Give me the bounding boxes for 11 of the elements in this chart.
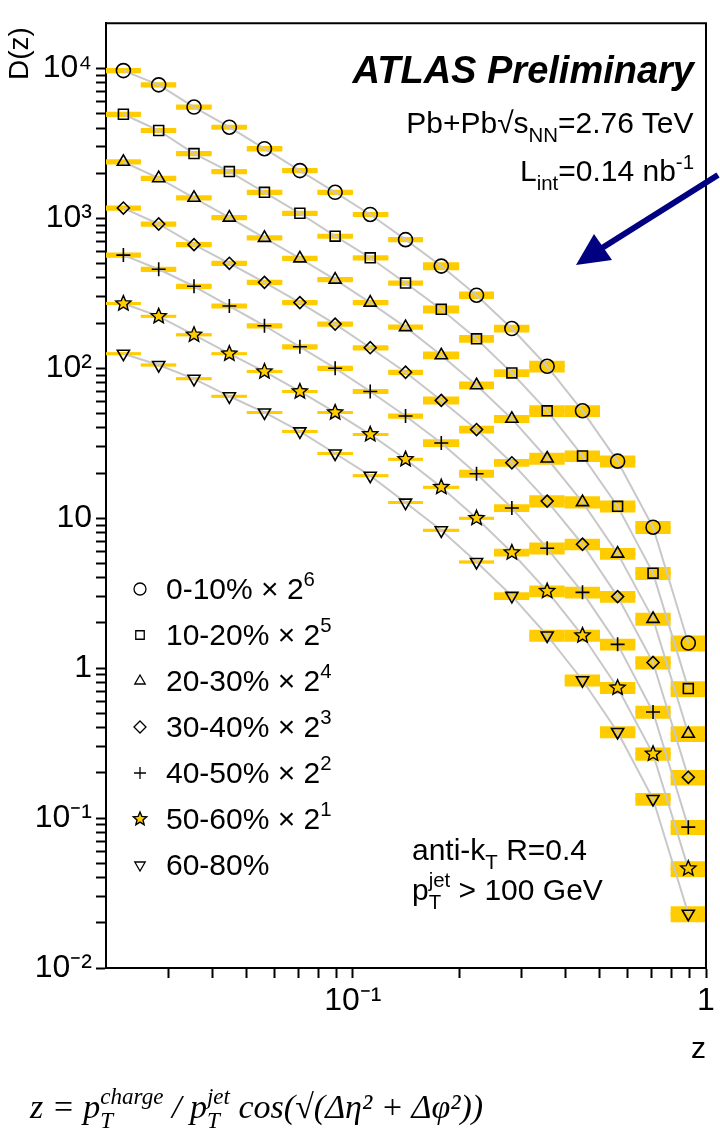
y-tick-label: 10³	[45, 198, 93, 235]
y-tick-label: 1	[74, 647, 92, 684]
y-tick-label: 10⁻²	[34, 947, 93, 984]
x-axis-title: z	[691, 1031, 706, 1064]
text: ATLAS Preliminary	[351, 49, 696, 92]
legend-label: 60-80%	[166, 848, 270, 881]
y-tick-label: 10	[56, 498, 92, 534]
y-tick-label: 10²	[45, 348, 93, 385]
y-tick-label: 10⁻¹	[34, 797, 92, 834]
y-tick-label: 10⁴	[42, 48, 92, 85]
y-axis-title: D(z)	[3, 27, 34, 81]
